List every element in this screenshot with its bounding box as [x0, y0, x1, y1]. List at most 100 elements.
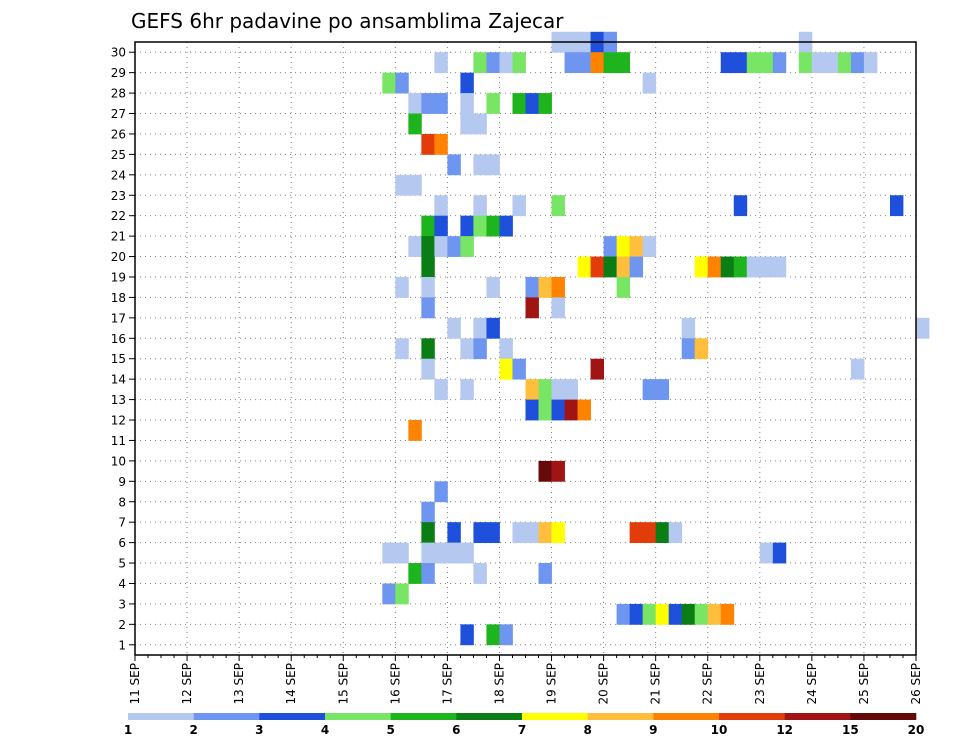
- heatmap-cell: [694, 603, 709, 625]
- y-tick-label: 15: [111, 352, 126, 366]
- y-tick-label: 13: [111, 393, 126, 407]
- heatmap-cell: [642, 603, 657, 625]
- y-tick-label: 12: [111, 414, 126, 428]
- heatmap-cell: [447, 542, 461, 564]
- heatmap-cell: [499, 338, 513, 360]
- heatmap-cell: [473, 317, 487, 339]
- legend-swatch: [456, 713, 523, 720]
- heatmap-cell: [564, 399, 578, 421]
- heatmap-cell: [382, 542, 396, 564]
- heatmap-cell: [551, 399, 565, 421]
- heatmap-cell: [447, 236, 461, 257]
- heatmap-cell: [395, 276, 409, 298]
- x-tick-label: 13 SEP: [232, 663, 246, 705]
- heatmap-cell: [525, 297, 539, 319]
- heatmap-cell: [486, 93, 500, 114]
- heatmap-cell: [395, 583, 409, 605]
- heatmap-cell: [421, 133, 435, 155]
- heatmap-cell: [525, 379, 539, 400]
- heatmap-cell: [512, 195, 526, 217]
- heatmap-cell: [460, 338, 474, 360]
- legend-swatch: [390, 713, 457, 720]
- heatmap-cell: [655, 379, 670, 400]
- heatmap-cell: [629, 256, 644, 278]
- x-tick-label: 17 SEP: [440, 663, 454, 705]
- heatmap-cell: [499, 624, 513, 646]
- heatmap-cell: [824, 52, 839, 74]
- heatmap-cell: [421, 256, 435, 278]
- x-tick-label: 24 SEP: [805, 663, 819, 705]
- heatmap-cell: [850, 52, 865, 74]
- y-tick-label: 30: [111, 46, 126, 60]
- heatmap-cell: [512, 52, 526, 74]
- heatmap-cell: [642, 379, 657, 400]
- heatmap-cell: [889, 195, 904, 217]
- legend-label: 10: [711, 723, 728, 737]
- heatmap-cell: [473, 52, 487, 74]
- heatmap-cell: [772, 52, 787, 74]
- legend-swatch: [587, 713, 654, 720]
- heatmap-cell: [772, 542, 787, 564]
- heatmap-cell: [629, 236, 644, 257]
- heatmap-cell: [434, 93, 448, 114]
- y-tick-label: 17: [111, 311, 126, 325]
- heatmap-cell: [460, 542, 474, 564]
- heatmap-cell: [603, 236, 618, 257]
- heatmap-cell: [629, 522, 644, 544]
- heatmap-cells: [382, 31, 930, 646]
- y-tick-label: 27: [111, 107, 126, 121]
- legend-label: 7: [518, 723, 526, 737]
- heatmap-cell: [395, 174, 409, 196]
- legend-label: 5: [386, 723, 394, 737]
- y-tick-label: 25: [111, 148, 126, 162]
- legend-label: 9: [649, 723, 657, 737]
- heatmap-cell: [460, 113, 474, 135]
- heatmap-cell: [512, 522, 526, 544]
- legend-swatch: [850, 713, 917, 720]
- y-tick-label: 1: [118, 638, 126, 652]
- heatmap-cell: [577, 52, 591, 74]
- heatmap-cell: [603, 256, 618, 278]
- heatmap-cell: [551, 460, 565, 482]
- heatmap-cell: [434, 52, 448, 74]
- y-tick-label: 7: [118, 516, 126, 530]
- heatmap-cell: [655, 603, 670, 625]
- heatmap-cell: [460, 624, 474, 646]
- heatmap-cell: [486, 154, 500, 176]
- heatmap-cell: [408, 113, 422, 135]
- heatmap-cell: [564, 379, 578, 400]
- heatmap-cell: [499, 215, 513, 237]
- heatmap-cell: [655, 522, 670, 544]
- heatmap-cell: [720, 603, 735, 625]
- y-tick-label: 2: [118, 618, 126, 632]
- heatmap-cell: [499, 52, 513, 74]
- y-tick-label: 28: [111, 87, 126, 101]
- heatmap-cell: [759, 256, 774, 278]
- x-tick-label: 19 SEP: [545, 663, 559, 705]
- y-tick-label: 6: [118, 536, 126, 550]
- x-tick-label: 16 SEP: [388, 663, 402, 705]
- heatmap-cell: [720, 52, 735, 74]
- heatmap-cell: [707, 603, 722, 625]
- heatmap-cell: [382, 72, 396, 94]
- heatmap-cell: [733, 195, 748, 217]
- legend-swatch: [325, 713, 391, 720]
- x-tick-label: 23 SEP: [753, 663, 767, 705]
- heatmap-cell: [421, 297, 435, 319]
- y-axis: 1234567891011121314151617181920212223242…: [111, 46, 135, 652]
- y-tick-label: 16: [111, 332, 126, 346]
- heatmap-cell: [473, 522, 487, 544]
- heatmap-cell: [642, 236, 657, 257]
- y-tick-label: 19: [111, 270, 126, 284]
- heatmap-cell: [447, 154, 461, 176]
- legend-swatch: [784, 713, 851, 720]
- heatmap-cell: [538, 399, 552, 421]
- heatmap-cell: [590, 256, 604, 278]
- heatmap-cell: [590, 358, 604, 380]
- x-tick-label: 26 SEP: [909, 663, 923, 705]
- heatmap-cell: [421, 276, 435, 298]
- x-tick-label: 18 SEP: [492, 663, 506, 705]
- heatmap-cell: [681, 338, 696, 360]
- x-tick-label: 20 SEP: [597, 663, 611, 705]
